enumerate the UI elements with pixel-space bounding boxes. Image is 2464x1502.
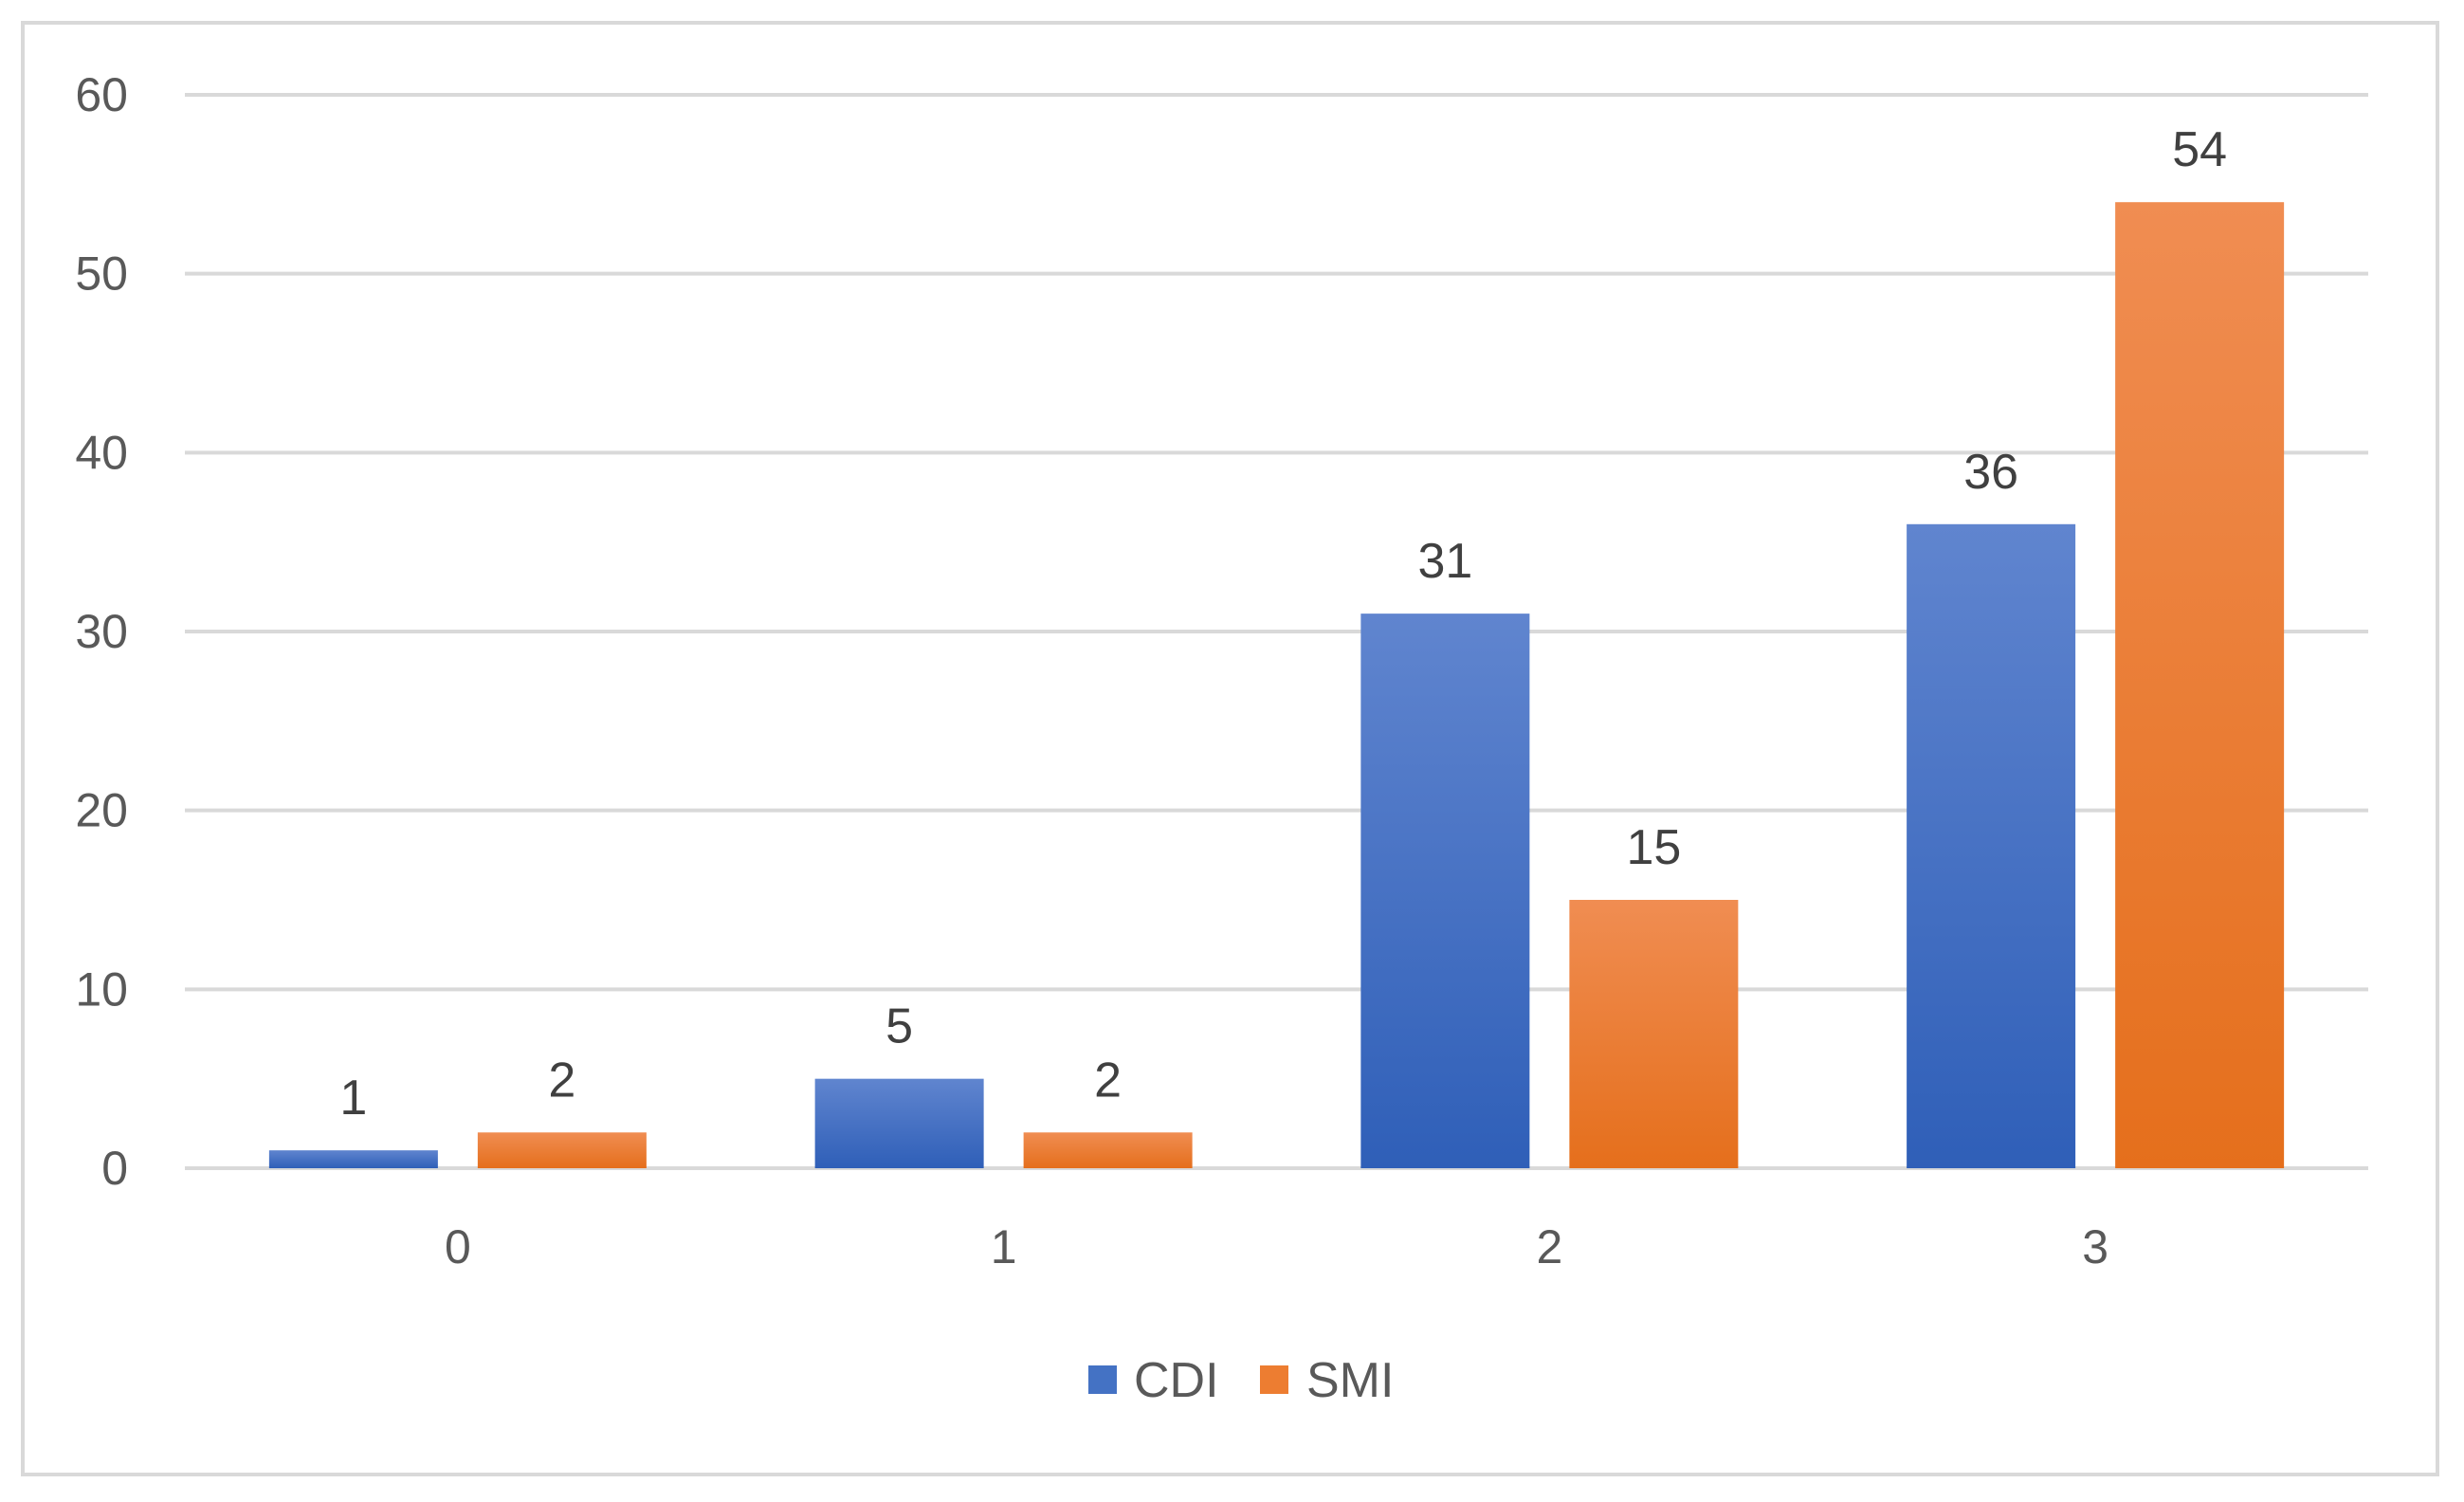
y-axis: 0 10 20 30 40 50 60: [75, 68, 128, 1195]
y-tick-label: 20: [75, 784, 128, 837]
legend: CDI SMI: [1088, 1353, 1394, 1408]
y-tick-label: 10: [75, 962, 128, 1016]
data-label-cdi-3: 36: [1963, 445, 2018, 500]
data-label-smi-3: 54: [2172, 122, 2227, 177]
legend-swatch-cdi: [1088, 1365, 1117, 1394]
bar-smi-1: [1023, 1132, 1193, 1168]
legend-swatch-smi: [1260, 1365, 1288, 1394]
y-tick-label: 40: [75, 426, 128, 479]
x-tick-label: 1: [991, 1220, 1017, 1273]
bar-smi-0: [477, 1132, 647, 1168]
y-tick-label: 50: [75, 247, 128, 301]
x-tick-label: 0: [445, 1220, 471, 1273]
bar-cdi-1: [814, 1078, 984, 1168]
y-tick-label: 30: [75, 605, 128, 658]
bar-smi-3: [2115, 202, 2285, 1168]
x-tick-label: 2: [1536, 1220, 1562, 1273]
bar-cdi-0: [268, 1150, 438, 1168]
legend-label-smi: SMI: [1306, 1353, 1394, 1408]
y-tick-label: 0: [101, 1142, 128, 1195]
bar-cdi-3: [1907, 523, 2076, 1168]
data-label-cdi-1: 5: [885, 999, 913, 1054]
y-tick-label: 60: [75, 68, 128, 121]
x-axis: 0 1 2 3: [445, 1220, 2108, 1273]
data-label-smi-0: 2: [548, 1053, 575, 1108]
bars: [268, 202, 2285, 1168]
bar-smi-2: [1569, 900, 1739, 1168]
x-tick-label: 3: [2082, 1220, 2108, 1273]
bar-cdi-2: [1360, 614, 1530, 1168]
data-label-cdi-2: 31: [1417, 534, 1472, 589]
data-label-cdi-0: 1: [339, 1071, 367, 1126]
data-labels: 1 2 5 2 31 15 36 54: [339, 122, 2227, 1126]
legend-label-cdi: CDI: [1134, 1353, 1219, 1408]
data-label-smi-1: 2: [1094, 1053, 1122, 1108]
data-label-smi-2: 15: [1626, 820, 1681, 875]
